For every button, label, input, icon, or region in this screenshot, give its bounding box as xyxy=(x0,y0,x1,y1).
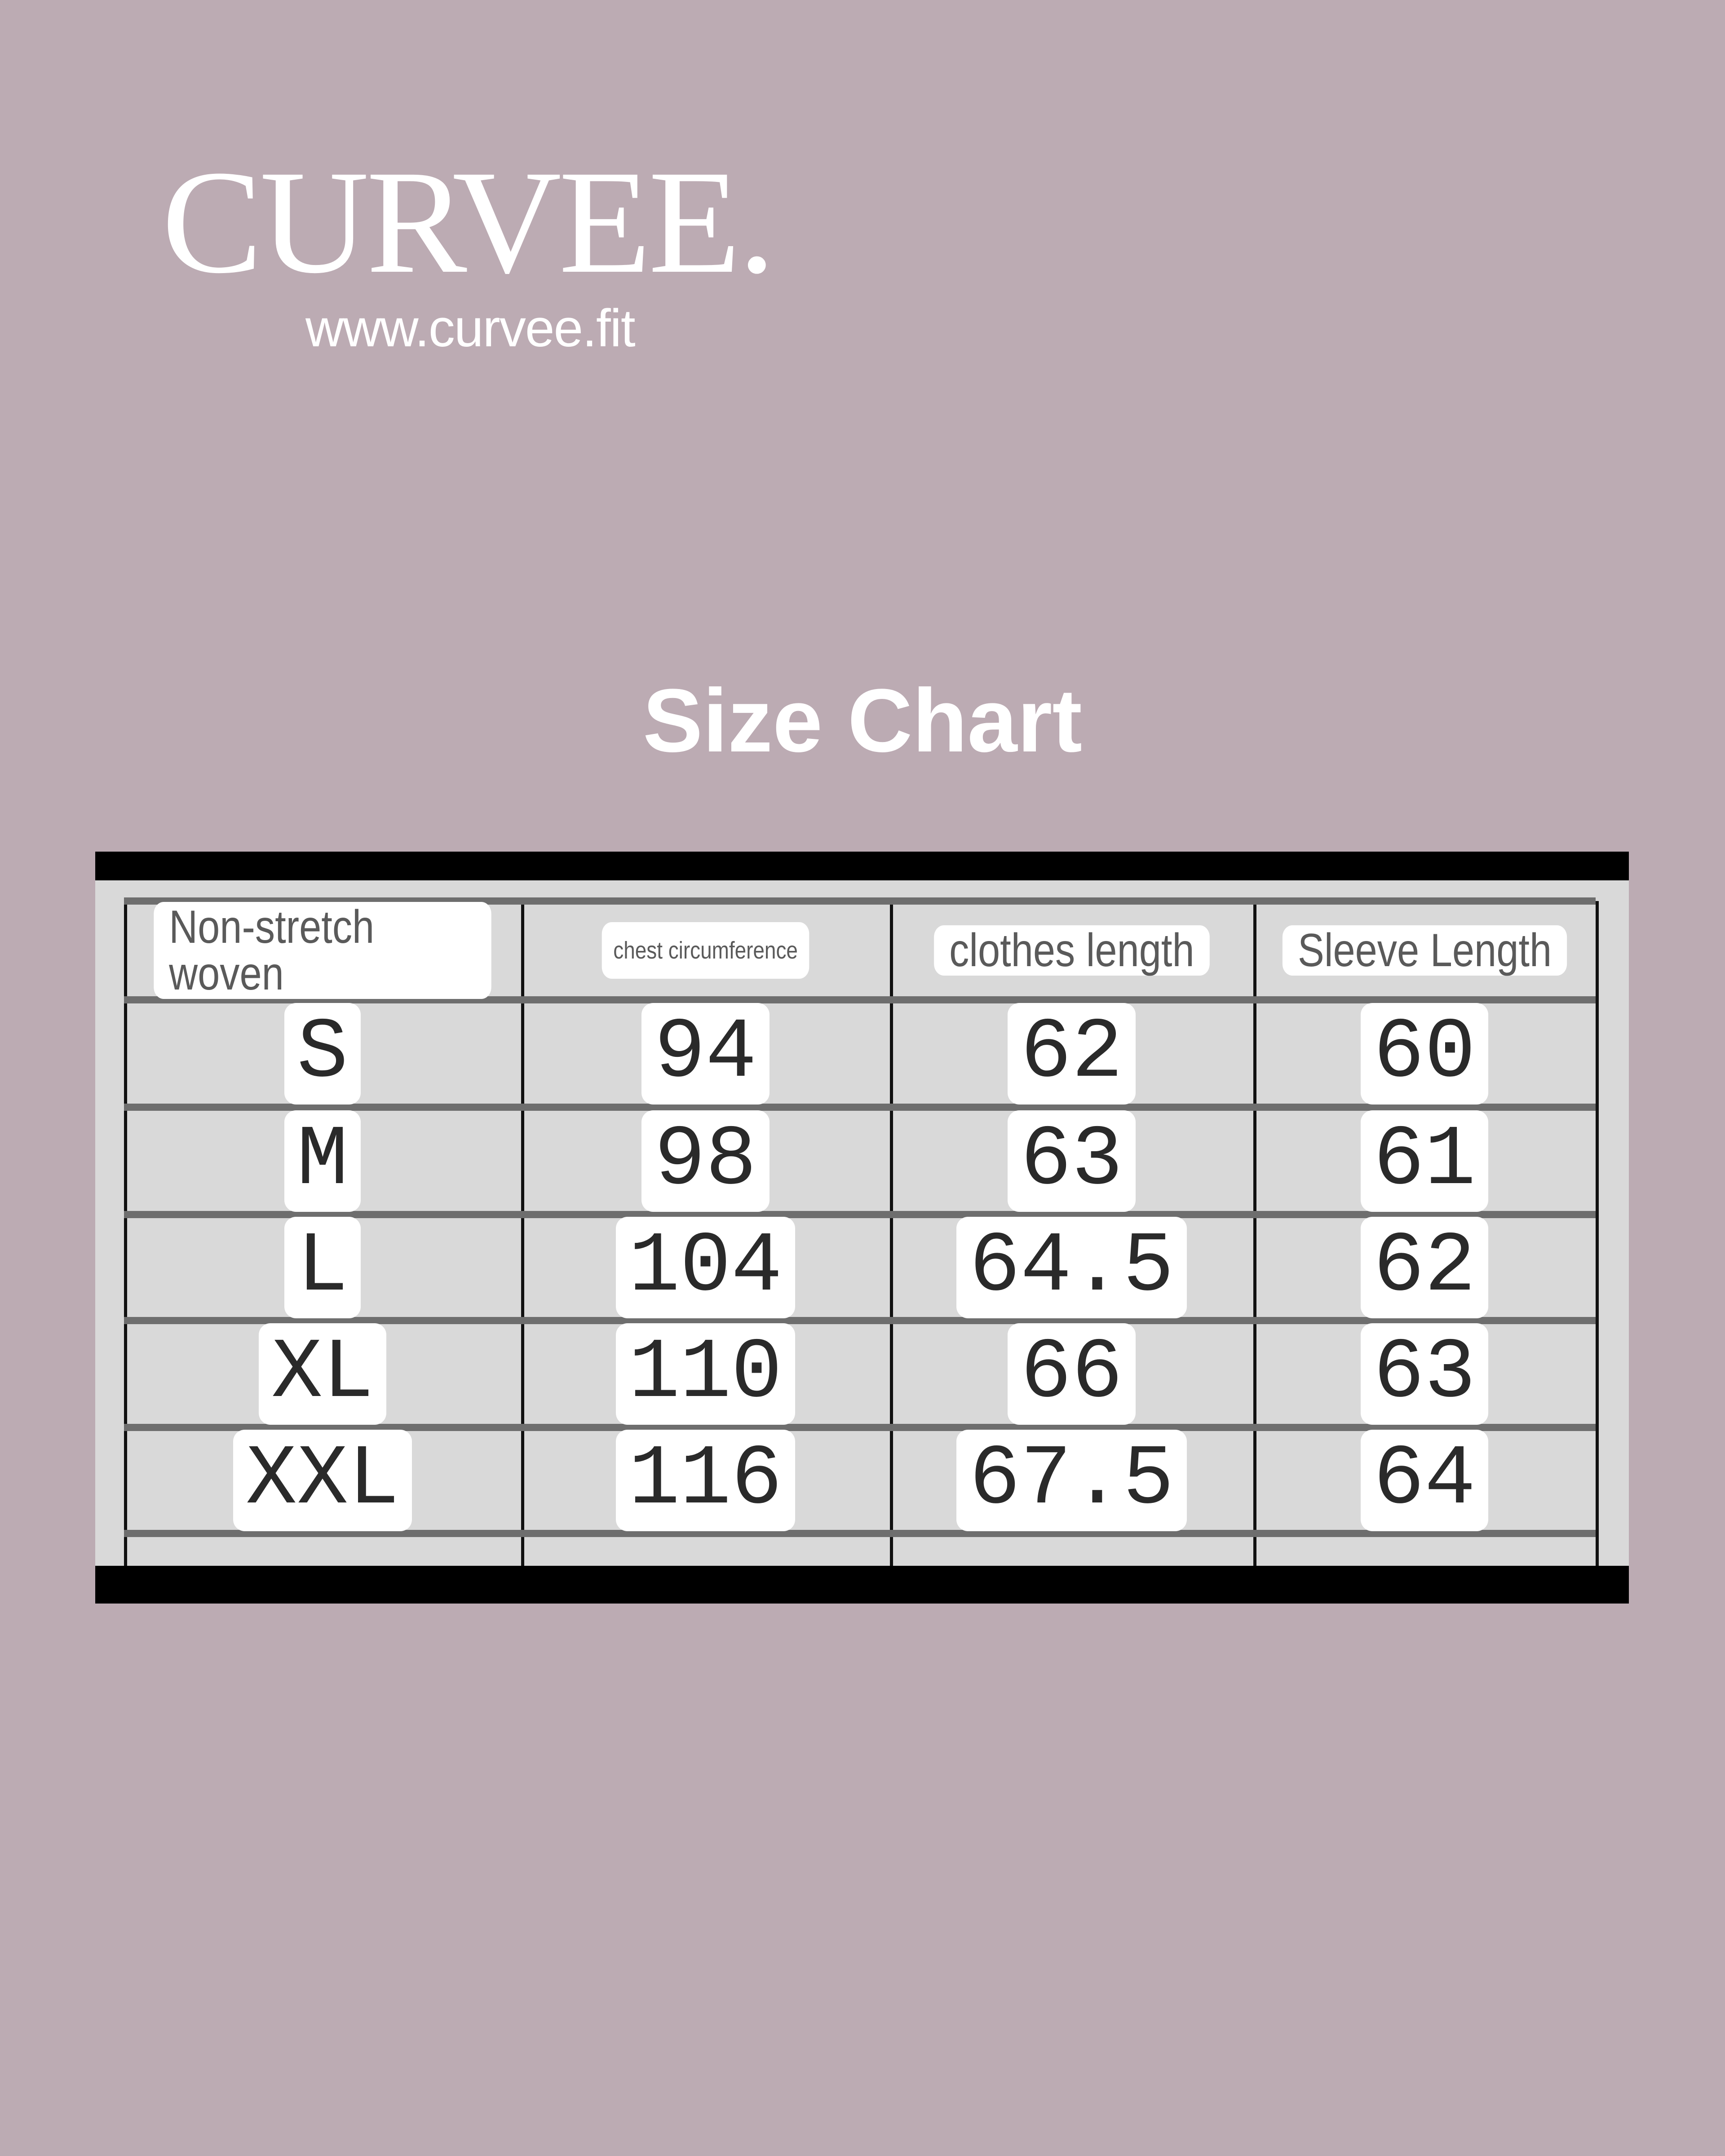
size-label-cell-text: XL xyxy=(258,1323,387,1425)
measurement-cell-text: 64.5 xyxy=(956,1217,1187,1318)
measurement-cell-text: 116 xyxy=(616,1430,795,1531)
size-label-cell-text: M xyxy=(284,1110,361,1212)
measurement-cell: 66 xyxy=(890,1321,1253,1427)
row-divider xyxy=(124,897,1596,905)
bottom-border-band xyxy=(95,1566,1629,1604)
measurement-cell-text: 104 xyxy=(616,1217,795,1318)
column-divider xyxy=(1596,901,1599,1566)
column-divider xyxy=(124,901,127,1566)
column-divider xyxy=(890,901,893,1566)
row-divider xyxy=(124,1530,1596,1537)
measurement-cell: 63 xyxy=(1253,1321,1596,1427)
column-divider xyxy=(521,901,524,1566)
brand-url[interactable]: www.curvee.fit xyxy=(305,299,636,358)
top-border-band xyxy=(95,852,1629,880)
brand-logo: CURVEE. xyxy=(162,140,776,304)
measurement-cell-text: 63 xyxy=(1008,1110,1136,1212)
row-divider xyxy=(124,996,1596,1003)
header-cell-text: Non-stretch woven xyxy=(154,902,491,999)
size-label-cell: S xyxy=(124,1000,521,1107)
row-divider xyxy=(124,1317,1596,1324)
measurement-cell: 63 xyxy=(890,1107,1253,1215)
measurement-cell: 60 xyxy=(1253,1000,1596,1107)
size-label-cell: XXL xyxy=(124,1427,521,1533)
measurement-cell-text: 61 xyxy=(1360,1110,1489,1212)
measurement-cell: 67.5 xyxy=(890,1427,1253,1533)
column-divider xyxy=(1253,901,1256,1566)
row-divider xyxy=(124,1104,1596,1111)
measurement-cell: 94 xyxy=(521,1000,890,1107)
measurement-cell: 64 xyxy=(1253,1427,1596,1533)
header-cell-text: clothes length xyxy=(933,925,1210,976)
size-label-cell-text: L xyxy=(284,1217,361,1318)
measurement-cell-text: 60 xyxy=(1360,1003,1489,1105)
size-label-cell-text: S xyxy=(284,1003,361,1105)
size-label-cell: XL xyxy=(124,1321,521,1427)
measurement-cell-text: 62 xyxy=(1360,1217,1489,1318)
measurement-cell: 62 xyxy=(1253,1215,1596,1321)
size-label-cell: L xyxy=(124,1215,521,1321)
measurement-cell: 64.5 xyxy=(890,1215,1253,1321)
measurement-cell: 110 xyxy=(521,1321,890,1427)
header-cell: chest circumference xyxy=(521,901,890,1000)
size-chart-table: Non-stretch woven chest circumference clot… xyxy=(95,852,1629,1604)
measurement-cell-text: 62 xyxy=(1008,1003,1136,1105)
header-cell-text: chest circumference xyxy=(602,922,809,979)
row-divider xyxy=(124,1211,1596,1218)
measurement-cell-text: 110 xyxy=(616,1323,795,1425)
measurement-cell: 116 xyxy=(521,1427,890,1533)
header-cell: clothes length xyxy=(890,901,1253,1000)
measurement-cell-text: 64 xyxy=(1360,1430,1489,1531)
measurement-cell: 98 xyxy=(521,1107,890,1215)
header-cell: Sleeve Length xyxy=(1253,901,1596,1000)
header-cell-text: Sleeve Length xyxy=(1282,925,1567,976)
measurement-cell-text: 66 xyxy=(1008,1323,1136,1425)
header-cell: Non-stretch woven xyxy=(124,901,521,1000)
page-title: Size Chart xyxy=(642,671,1083,771)
measurement-cell-text: 67.5 xyxy=(956,1430,1187,1531)
measurement-cell: 104 xyxy=(521,1215,890,1321)
size-label-cell-text: XXL xyxy=(233,1430,412,1531)
measurement-cell: 62 xyxy=(890,1000,1253,1107)
measurement-cell-text: 98 xyxy=(641,1110,770,1212)
measurement-cell-text: 94 xyxy=(641,1003,770,1105)
measurement-cell-text: 63 xyxy=(1360,1323,1489,1425)
row-divider xyxy=(124,1424,1596,1431)
measurement-cell: 61 xyxy=(1253,1107,1596,1215)
size-label-cell: M xyxy=(124,1107,521,1215)
